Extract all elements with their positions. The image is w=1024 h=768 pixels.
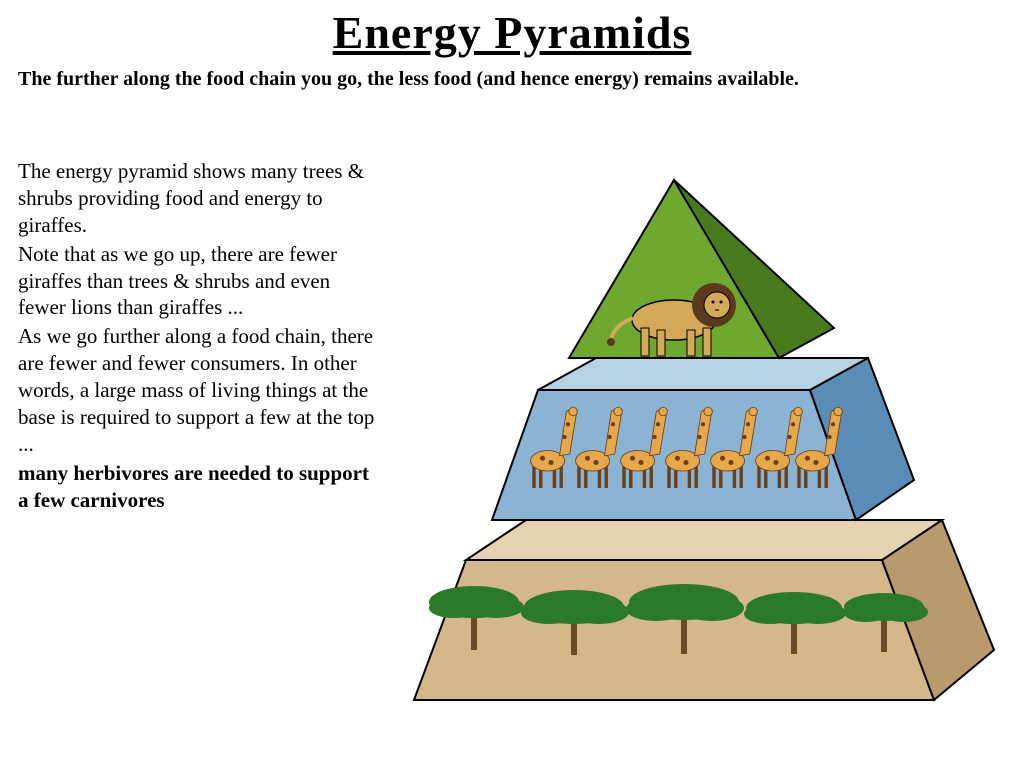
level-carnivores	[569, 180, 834, 358]
paragraph-4-bold: many herbivores are needed to support a …	[18, 460, 378, 514]
energy-pyramid-diagram	[374, 140, 1014, 740]
level-herbivores	[492, 358, 914, 520]
body-text-block: The energy pyramid shows many trees & sh…	[18, 158, 378, 515]
intro-text: The further along the food chain you go,…	[0, 59, 1024, 94]
page-title: Energy Pyramids	[0, 0, 1024, 59]
paragraph-1: The energy pyramid shows many trees & sh…	[18, 158, 378, 239]
paragraph-3: As we go further along a food chain, the…	[18, 323, 378, 457]
paragraph-2: Note that as we go up, there are fewer g…	[18, 241, 378, 322]
level-producers	[414, 520, 994, 700]
